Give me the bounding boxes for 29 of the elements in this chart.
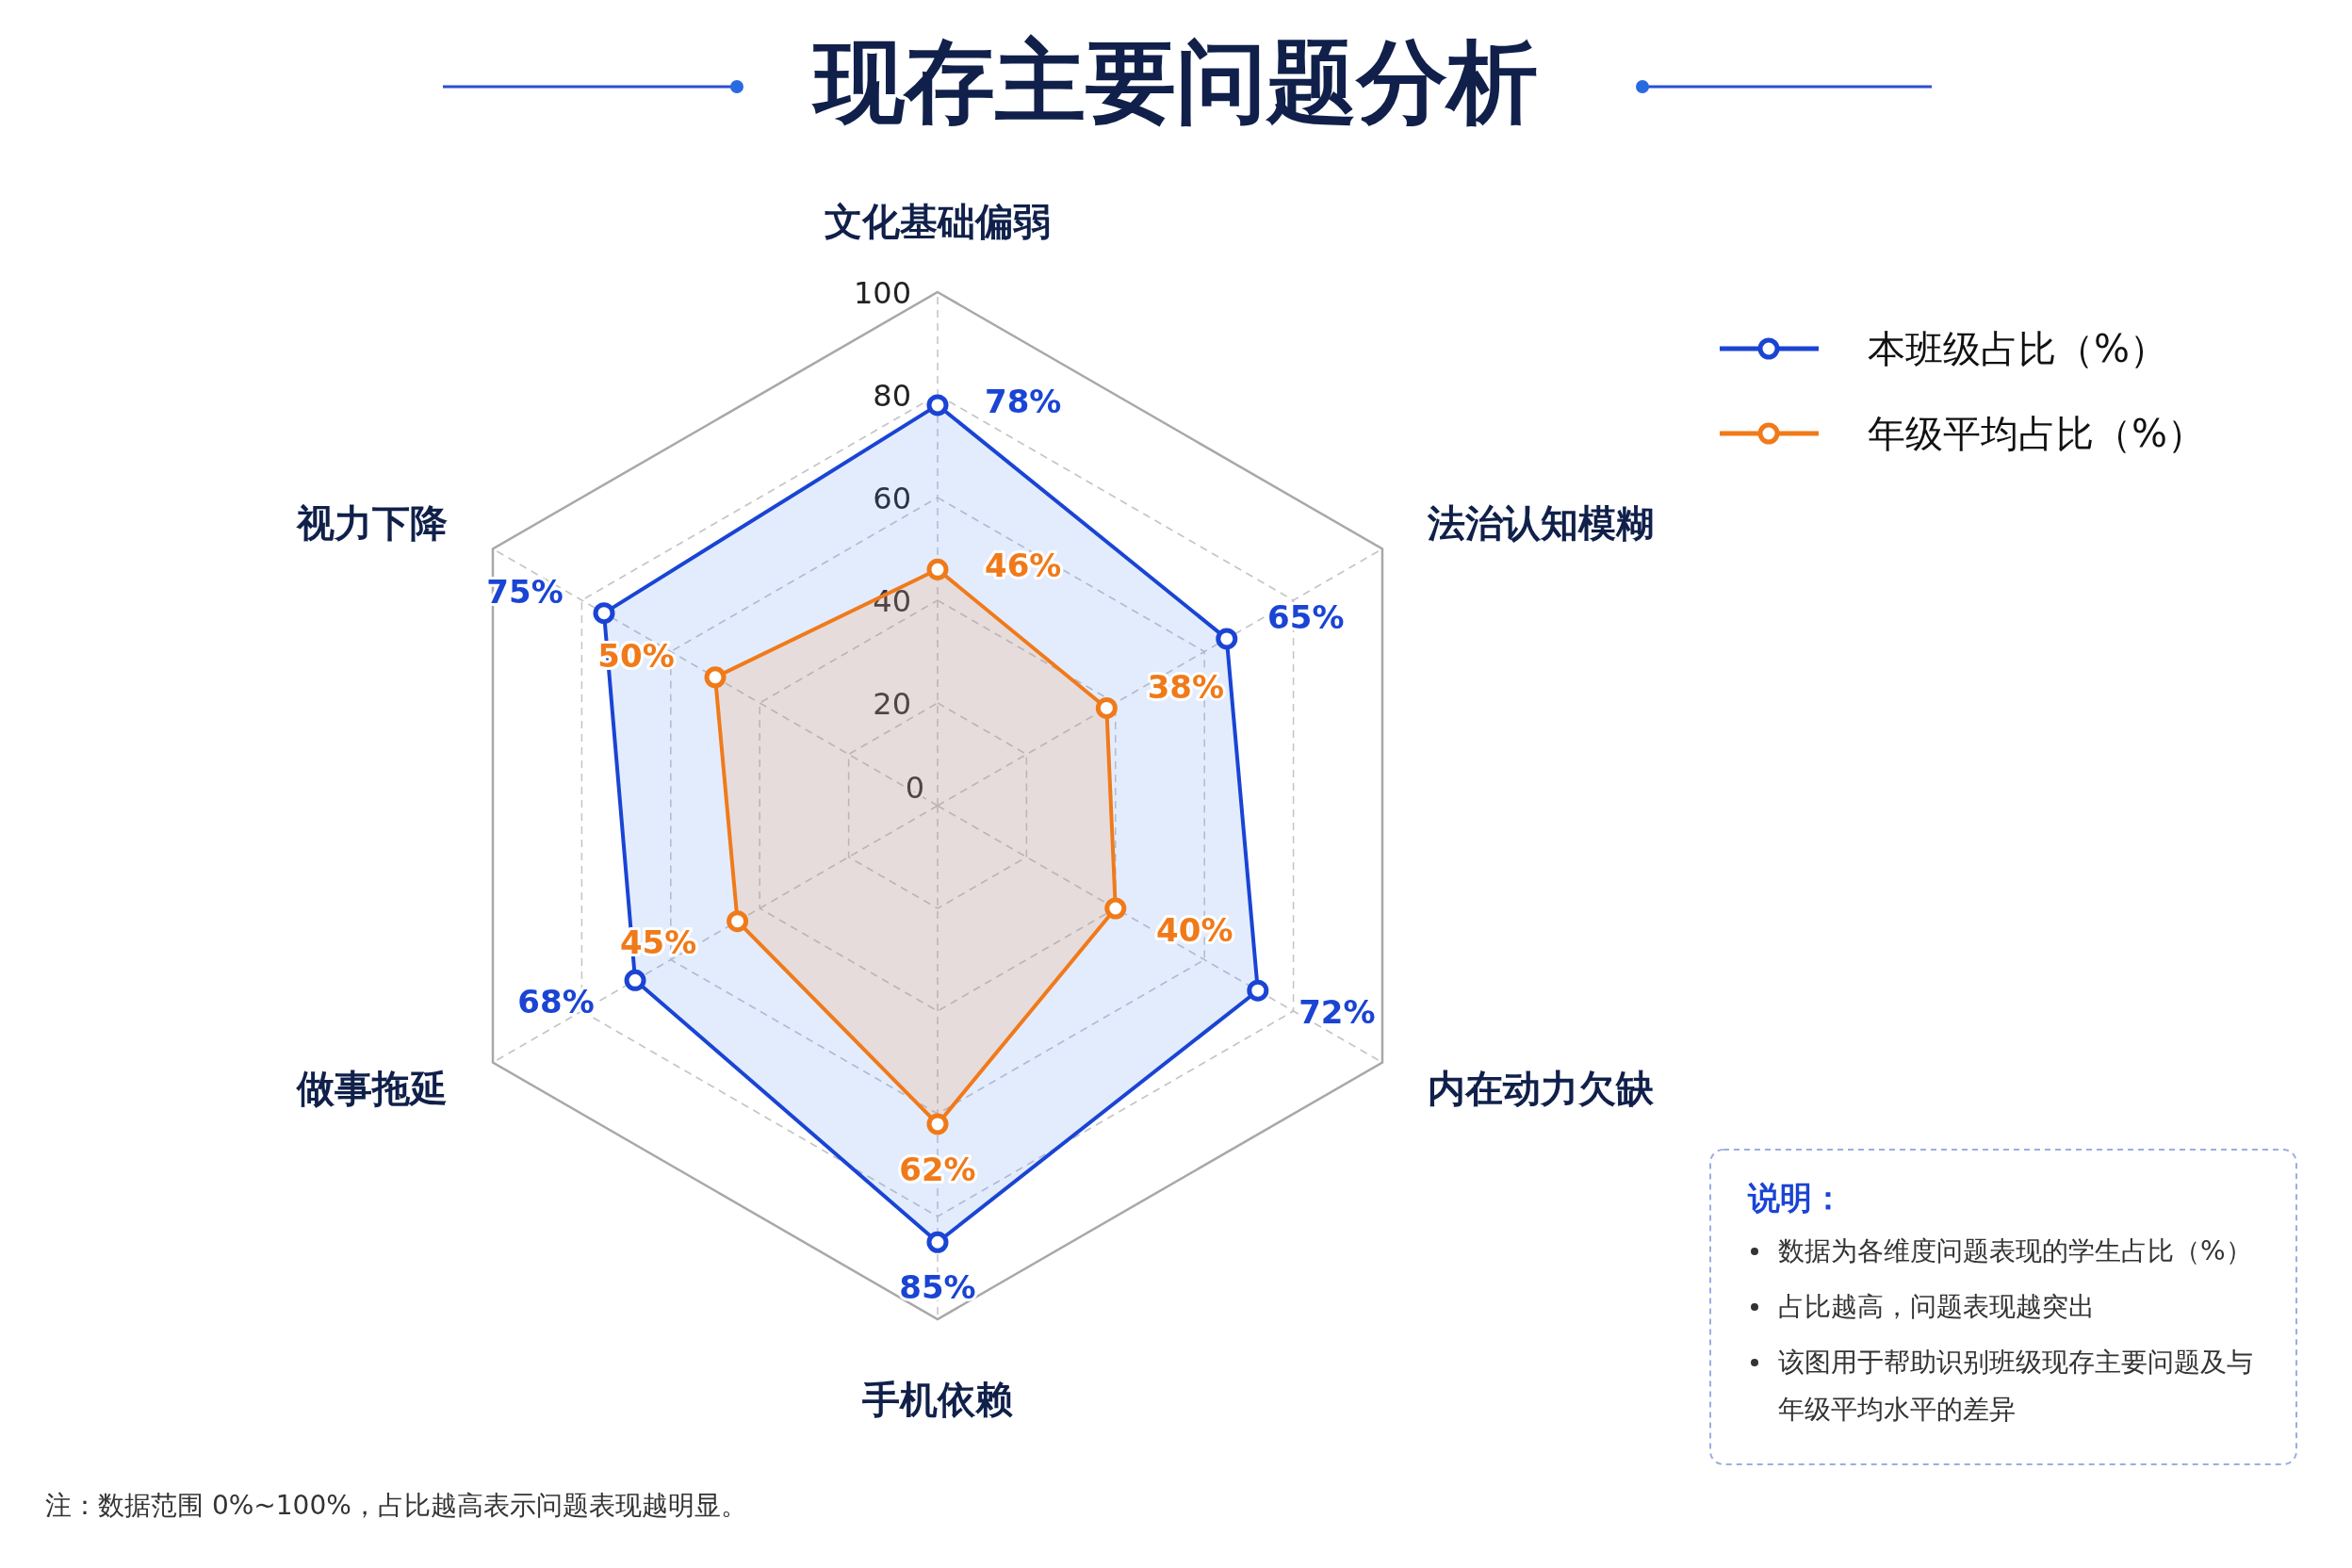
text: 占比越高，问题表现越突出 bbox=[1778, 1291, 2095, 1322]
data-label: 75% bbox=[486, 573, 564, 612]
spoke-label: 法治认知模糊 bbox=[1426, 501, 1654, 545]
y-tick-label: 100 bbox=[853, 275, 911, 311]
spoke-label: 手机依赖 bbox=[861, 1378, 1013, 1421]
data-label: 65% bbox=[1267, 598, 1345, 637]
data-label: 78% bbox=[985, 382, 1062, 420]
spoke-label: 做事拖延 bbox=[295, 1067, 449, 1110]
legend-label: 年级平均占比（%） bbox=[1868, 412, 2206, 455]
y-tick-label: 80 bbox=[873, 378, 911, 414]
data-label: 72% bbox=[1298, 992, 1376, 1031]
y-tick-label: 60 bbox=[873, 481, 911, 516]
spoke-label: 文化基础偏弱 bbox=[825, 200, 1051, 243]
spoke-label: 视力下降 bbox=[296, 501, 449, 545]
text: 注：数据范围 0%~100%，占比越高表示问题表现越明显。 bbox=[45, 1490, 747, 1521]
spoke-label: 内在动力欠缺 bbox=[1427, 1067, 1655, 1110]
data-label: 40% bbox=[1156, 910, 1233, 949]
data-label: 85% bbox=[899, 1268, 976, 1307]
y-tick-label: 20 bbox=[873, 686, 911, 722]
data-label: 68% bbox=[517, 982, 595, 1021]
y-tick-label: 0 bbox=[905, 770, 924, 806]
text: 说明： bbox=[1747, 1179, 1844, 1217]
data-label: 46% bbox=[985, 547, 1062, 585]
data-label: 38% bbox=[1147, 667, 1225, 706]
data-label: 62% bbox=[899, 1150, 976, 1188]
legend-label: 本班级占比（%） bbox=[1868, 327, 2168, 370]
text: 数据为各维度问题表现的学生占比（%） bbox=[1778, 1235, 2252, 1266]
chart-title: 现存主要问题分析 bbox=[811, 29, 1538, 135]
text: 该图用于帮助识别班级现存主要问题及与年级平均水平的差异 bbox=[1778, 1347, 2253, 1425]
